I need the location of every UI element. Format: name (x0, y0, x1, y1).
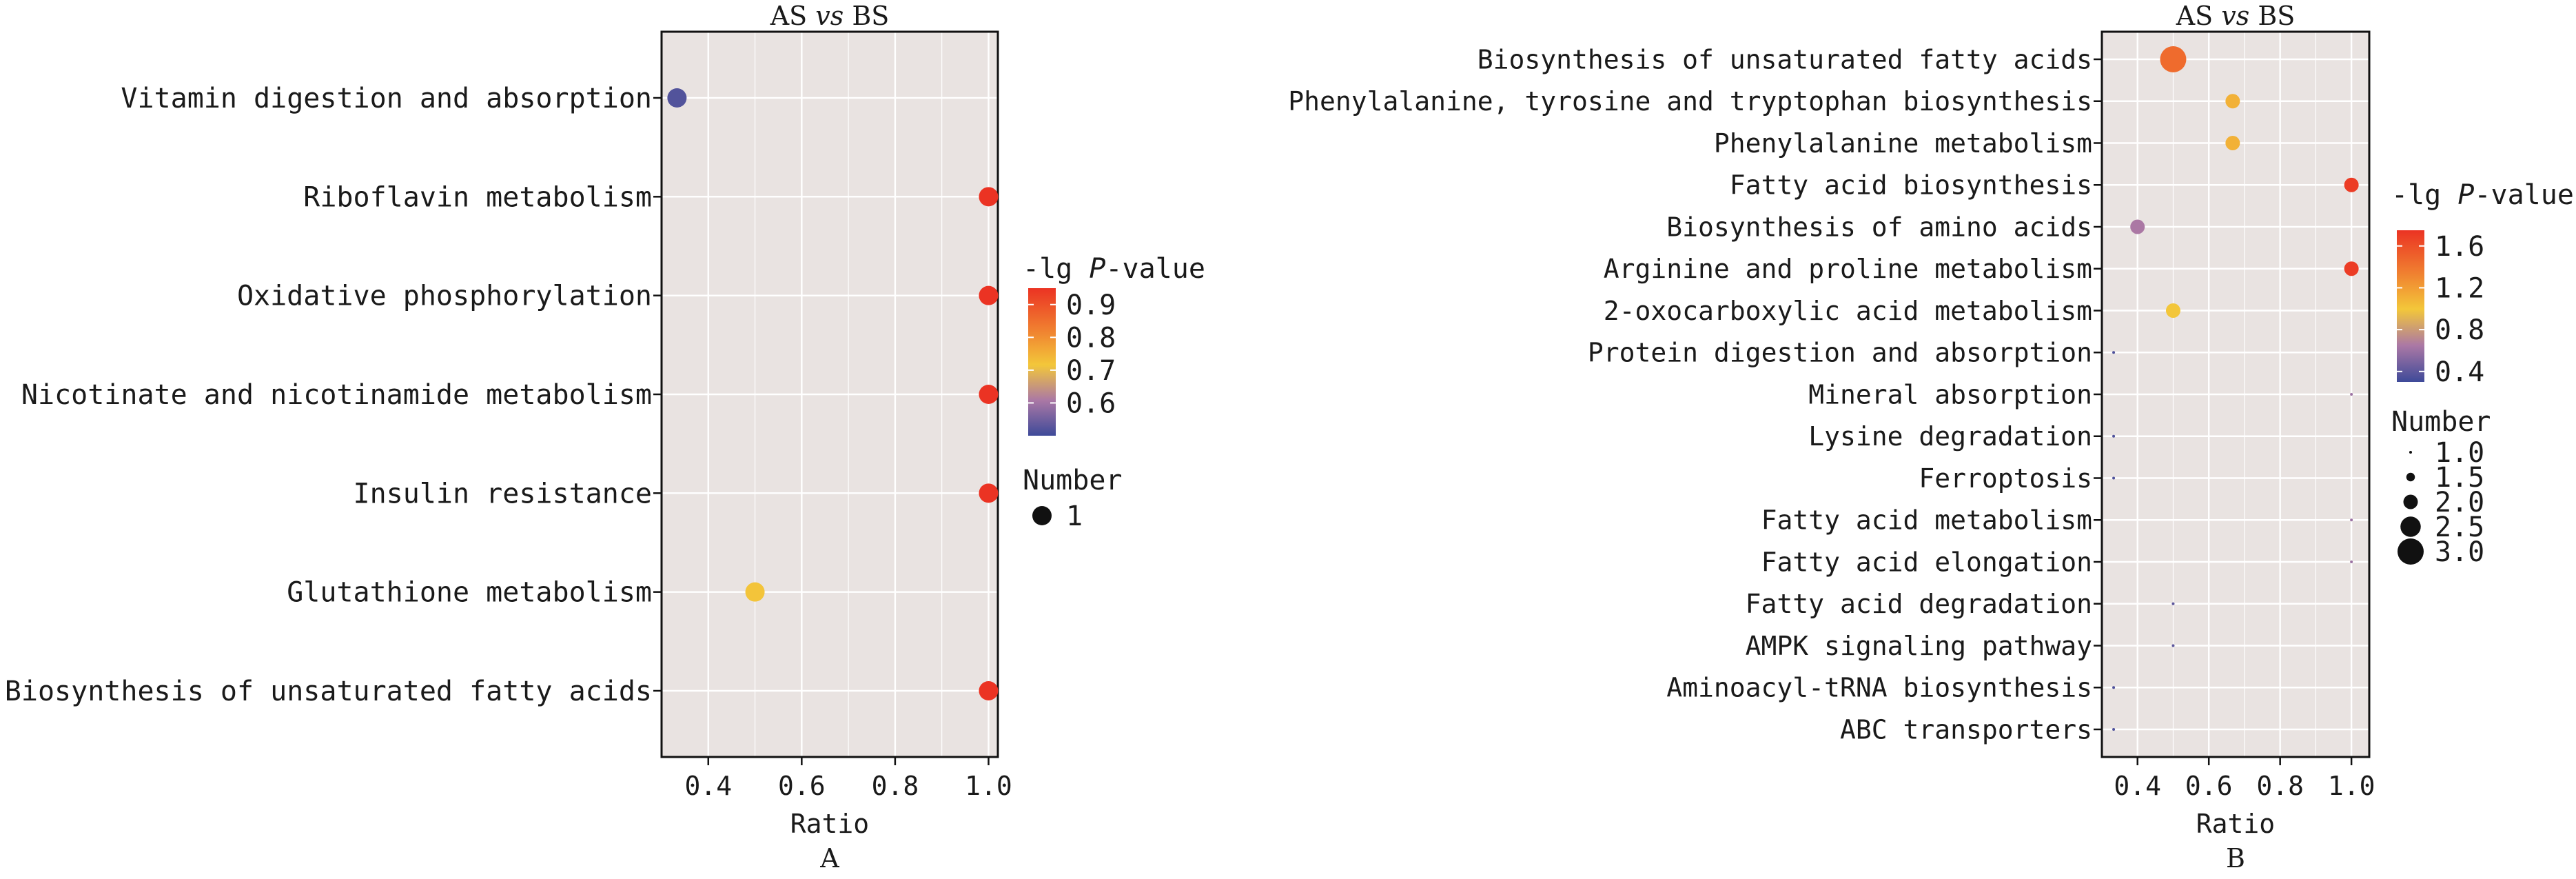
x-tick-label: 0.6 (778, 771, 826, 801)
data-point (2130, 219, 2145, 234)
x-tick-label: 0.8 (872, 771, 919, 801)
y-tick-label: Vitamin digestion and absorption (121, 83, 652, 114)
size-legend-title: Number (2391, 406, 2491, 438)
y-tick-label: Insulin resistance (354, 478, 652, 509)
color-legend-label: 1.6 (2435, 231, 2484, 263)
y-tick-label: Phenylalanine metabolism (1714, 128, 2092, 159)
chart-title: AS vs BS (770, 1, 890, 31)
color-legend-label: 1.2 (2435, 272, 2484, 304)
data-point (2171, 644, 2175, 647)
data-point (2225, 136, 2240, 150)
y-tick-label: Biosynthesis of amino acids (1666, 212, 2092, 242)
x-tick-label: 1.0 (965, 771, 1012, 801)
y-tick-label: ABC transporters (1840, 714, 2092, 745)
color-legend-label: 0.8 (1066, 322, 1116, 354)
color-legend-bar (1028, 288, 1056, 436)
data-point (2171, 602, 2175, 605)
y-tick-label: Biosynthesis of unsaturated fatty acids (5, 676, 652, 707)
size-legend-title: Number (1023, 465, 1123, 496)
size-legend-symbol (2406, 472, 2415, 482)
size-legend-symbol (2403, 494, 2418, 509)
data-point (745, 582, 765, 602)
y-tick-label: 2-oxocarboxylic acid metabolism (1604, 296, 2092, 326)
data-point (2112, 686, 2116, 689)
size-legend-symbol (2400, 516, 2421, 537)
color-legend-label: 0.4 (2435, 356, 2484, 388)
x-tick-label: 0.6 (2185, 771, 2233, 801)
color-legend-bar (2397, 230, 2424, 382)
x-axis-title: Ratio (790, 809, 869, 839)
data-point (979, 483, 999, 503)
y-tick-label: Aminoacyl-tRNA biosynthesis (1666, 673, 2092, 703)
y-tick-label: Ferroptosis (1919, 463, 2092, 494)
y-tick-label: Fatty acid metabolism (1761, 505, 2092, 536)
color-legend-label: 0.9 (1066, 290, 1116, 321)
y-tick-label: Mineral absorption (1808, 379, 2092, 410)
y-tick-label: Fatty acid biosynthesis (1730, 170, 2092, 201)
data-point (2165, 303, 2180, 318)
data-point (2112, 728, 2116, 731)
data-point (979, 385, 999, 404)
data-point (2112, 476, 2116, 480)
x-tick-label: 0.4 (2114, 771, 2161, 801)
x-tick-label: 0.8 (2256, 771, 2304, 801)
data-point (979, 681, 999, 700)
y-tick-label: Nicotinate and nicotinamide metabolism (21, 379, 652, 411)
x-tick-label: 0.4 (684, 771, 732, 801)
y-tick-label: Arginine and proline metabolism (1604, 254, 2092, 284)
data-point (979, 187, 999, 207)
data-point (2344, 177, 2359, 192)
size-legend-label: 1.5 (2435, 462, 2484, 494)
y-tick-label: Protein digestion and absorption (1588, 338, 2092, 368)
data-point (2344, 261, 2359, 276)
x-tick-label: 1.0 (2328, 771, 2375, 801)
panel-label: A (819, 843, 839, 873)
size-legend-label: 2.5 (2435, 512, 2484, 543)
data-point (979, 285, 999, 305)
size-legend-symbol (1032, 506, 1052, 525)
data-point (2350, 393, 2353, 396)
data-point (2112, 434, 2116, 438)
size-legend-symbol (2409, 451, 2412, 454)
x-axis-title: Ratio (2196, 809, 2275, 839)
size-legend-label: 1 (1066, 501, 1083, 532)
y-tick-label: Phenylalanine, tyrosine and tryptophan b… (1288, 86, 2092, 117)
data-point (2160, 46, 2187, 72)
data-point (2112, 351, 2116, 354)
data-point (2350, 518, 2353, 522)
size-legend-symbol (2398, 538, 2424, 565)
panel-label: B (2226, 843, 2245, 873)
y-tick-label: Fatty acid degradation (1746, 589, 2092, 619)
color-legend-label: 0.6 (1066, 387, 1116, 419)
color-legend-title: -lg P-value (2391, 179, 2574, 211)
y-tick-label: Fatty acid elongation (1761, 547, 2092, 577)
y-tick-label: Riboflavin metabolism (303, 181, 652, 213)
y-tick-label: Lysine degradation (1808, 421, 2092, 452)
size-legend-label: 3.0 (2435, 536, 2484, 568)
chart-title: AS vs BS (2176, 1, 2296, 31)
y-tick-label: Glutathione metabolism (287, 577, 652, 609)
data-point (667, 88, 687, 108)
color-legend-label: 0.7 (1066, 355, 1116, 387)
panel-b: AS vs BS Biosynthesis of unsaturated fatt… (1288, 1, 2574, 873)
y-tick-label: Biosynthesis of unsaturated fatty acids (1478, 44, 2092, 74)
size-legend-label: 2.0 (2435, 487, 2484, 518)
size-legend-label: 1.0 (2435, 437, 2484, 469)
color-legend-label: 0.8 (2435, 314, 2484, 346)
color-legend-title: -lg P-value (1023, 253, 1205, 285)
data-point (2350, 560, 2353, 563)
y-tick-label: AMPK signaling pathway (1746, 631, 2092, 661)
y-tick-label: Oxidative phosphorylation (237, 281, 652, 312)
data-point (2225, 94, 2240, 109)
panel-a: AS vs BS Vitamin digestion and absorption… (5, 1, 1205, 873)
